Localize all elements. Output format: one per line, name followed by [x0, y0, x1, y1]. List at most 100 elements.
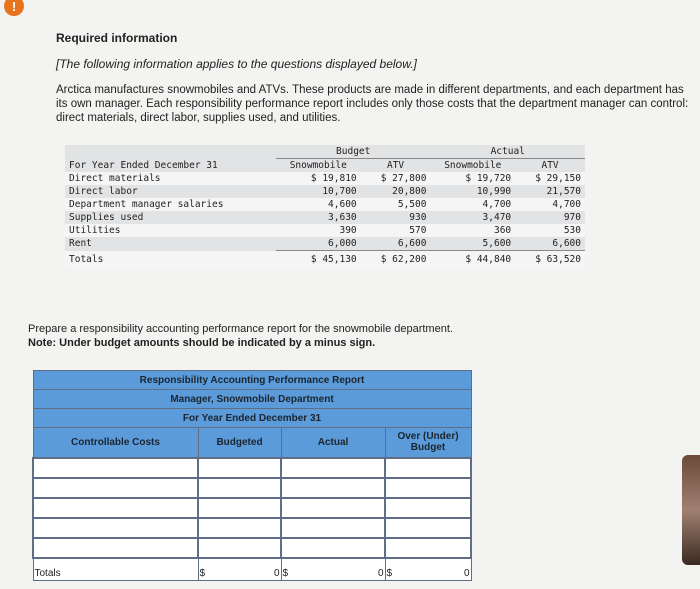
cell-value: 4,700	[482, 199, 512, 210]
report-title: Responsibility Accounting Performance Re…	[32, 370, 472, 390]
cell-value: $ 45,130	[310, 254, 357, 266]
cell-value: $ 62,200	[380, 254, 427, 266]
data-table: Budget Actual For Year Ended December 31 S…	[65, 145, 585, 269]
cost-name-input-cell	[32, 516, 200, 539]
col-budgeted: Budgeted	[197, 427, 282, 458]
input-row	[32, 456, 473, 479]
col-header: ATV	[360, 158, 431, 172]
totals-label: Totals	[32, 557, 199, 581]
actual-input-cell	[280, 456, 387, 479]
over-under-input[interactable]	[387, 539, 473, 556]
report-period: For Year Ended December 31	[32, 408, 472, 428]
actual-input-cell	[280, 516, 387, 539]
note: Note: Under budget amounts should be ind…	[28, 337, 376, 349]
over-under-input-cell	[384, 476, 473, 499]
data-row: Direct materials $ 19,810 $ 27,800 $ 19,720…	[65, 172, 585, 185]
total-actual: $0	[280, 557, 386, 581]
question-text: Prepare a responsibility accounting perf…	[28, 323, 453, 335]
cell-value: 21,570	[515, 185, 585, 198]
over-under-input[interactable]	[387, 479, 473, 496]
actual-input[interactable]	[283, 519, 387, 536]
budgeted-input[interactable]	[200, 539, 283, 556]
cost-name-input[interactable]	[35, 519, 200, 536]
data-row: Utilities 390 570 360 530	[65, 224, 585, 237]
cost-name-input[interactable]	[35, 479, 200, 496]
actual-input[interactable]	[283, 499, 387, 516]
actual-input[interactable]	[283, 459, 387, 476]
input-row	[32, 516, 473, 539]
budgeted-input-cell	[197, 536, 283, 559]
over-under-input-cell	[384, 456, 473, 479]
report-manager: Manager, Snowmobile Department	[32, 389, 472, 409]
col-actual: Actual	[280, 427, 386, 458]
currency: $	[282, 567, 289, 579]
input-row	[32, 496, 473, 519]
total-value: 0	[463, 567, 470, 579]
budgeted-input[interactable]	[200, 479, 283, 496]
budgeted-input[interactable]	[200, 459, 283, 476]
cell-value: 4,600	[328, 199, 357, 210]
subheading: [The following information applies to th…	[56, 57, 417, 71]
budgeted-input-cell	[197, 476, 283, 499]
total-value: 0	[273, 567, 280, 579]
cell-value: 5,500	[397, 199, 427, 210]
group-budget: Budget	[275, 145, 431, 159]
data-row: Totals $ 45,130 $ 62,200 $ 44,840 $ 63,520	[65, 251, 585, 269]
cell-value: 530	[563, 225, 581, 236]
budgeted-input[interactable]	[200, 499, 283, 516]
row-label: Direct materials	[69, 173, 161, 184]
cost-name-input-cell	[32, 476, 200, 499]
row-header: For Year Ended December 31	[65, 158, 276, 172]
cell-value: 4,700	[552, 199, 581, 210]
cell-value: 10,700	[275, 185, 361, 198]
cell-value: $ 29,150	[535, 173, 581, 184]
actual-input-cell	[280, 476, 387, 499]
cell-value: 3,630	[275, 211, 361, 224]
cell-value: 5,600	[430, 237, 516, 251]
cell-value: $ 44,840	[465, 254, 512, 266]
row-label: Utilities	[69, 225, 121, 236]
cost-name-input[interactable]	[35, 459, 200, 476]
budgeted-input[interactable]	[200, 519, 283, 536]
actual-input-cell	[280, 496, 387, 519]
cell-value: 360	[493, 225, 512, 236]
total-budgeted: $0	[197, 557, 282, 581]
actual-input-cell	[280, 536, 387, 559]
over-under-input[interactable]	[387, 519, 473, 536]
group-actual: Actual	[430, 145, 585, 159]
data-row: Direct labor 10,700 20,800 10,990 21,570	[65, 185, 585, 198]
data-row: Department manager salaries 4,600 5,500 4,7…	[65, 198, 585, 211]
question: Prepare a responsibility accounting perf…	[28, 322, 453, 350]
cost-name-input[interactable]	[35, 539, 200, 556]
row-label: Supplies used	[65, 211, 276, 224]
over-under-input-cell	[384, 536, 473, 559]
actual-input[interactable]	[283, 539, 387, 556]
row-label: Totals	[69, 254, 104, 265]
cell-value: 6,600	[360, 237, 431, 251]
data-row: Supplies used 3,630 930 3,470 970	[65, 211, 585, 224]
over-under-input[interactable]	[387, 499, 473, 516]
cost-name-input-cell	[32, 456, 200, 479]
row-label: Direct labor	[65, 185, 276, 198]
budgeted-input-cell	[197, 496, 283, 519]
cell-value: 10,990	[430, 185, 516, 198]
input-row	[32, 536, 473, 559]
input-row	[32, 476, 473, 499]
cell-value: $ 63,520	[535, 254, 581, 266]
over-under-input[interactable]	[387, 459, 473, 476]
data-row: Rent 6,000 6,600 5,600 6,600	[65, 237, 585, 251]
cell-value: 3,470	[430, 211, 516, 224]
over-under-input-cell	[384, 496, 473, 519]
cell-value: 20,800	[360, 185, 431, 198]
cell-value: $ 19,720	[465, 173, 512, 184]
heading: Required information	[56, 31, 178, 45]
alert-icon: !	[4, 0, 24, 16]
actual-input[interactable]	[283, 479, 387, 496]
col-controllable-costs: Controllable Costs	[32, 427, 199, 458]
background-object	[682, 455, 700, 565]
cost-name-input[interactable]	[35, 499, 200, 516]
cell-value: 6,000	[275, 237, 361, 251]
total-over-under: $0	[384, 557, 472, 581]
cell-value: 970	[515, 211, 585, 224]
cell-value: 390	[339, 225, 357, 236]
